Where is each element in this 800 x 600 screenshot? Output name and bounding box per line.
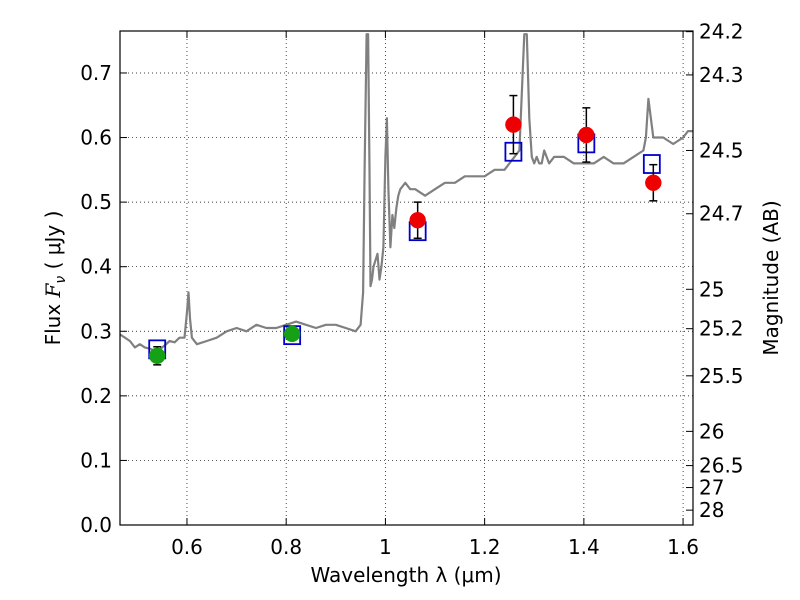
observed-flux-point [283, 325, 301, 343]
mag-tick-label: 24.5 [699, 138, 744, 162]
mag-tick-label: 24.7 [699, 202, 744, 226]
y-tick-label: 0.7 [80, 61, 112, 85]
mag-tick-label: 25.5 [699, 364, 744, 388]
y-axis-label: Flux Fν ( μJy ) [41, 211, 69, 346]
mag-tick-label: 25.2 [699, 317, 744, 341]
y-axis-label-prefix: Flux [41, 297, 65, 345]
mag-tick-label: 28 [699, 498, 724, 522]
y-tick-label: 0.1 [80, 448, 112, 472]
y-tick-label: 0.3 [80, 319, 112, 343]
x-tick-label: 0.6 [171, 535, 203, 559]
mag-tick-label: 24.2 [699, 20, 744, 44]
spectrum-line [120, 33, 693, 352]
y-tick-label: 0.6 [80, 126, 112, 150]
y2-axis-label: Magnitude (AB) [759, 200, 783, 355]
y-axis-label-suffix: ( μJy ) [41, 211, 65, 276]
grid-layer [120, 31, 693, 525]
mag-tick-label: 25 [699, 277, 724, 301]
y-tick-label: 0.4 [80, 255, 112, 279]
data-layer [120, 33, 693, 366]
model-flux-square [642, 154, 661, 174]
x-tick-label: 1.6 [667, 535, 699, 559]
observed-flux-point [148, 347, 166, 365]
mag-tick-label: 26 [699, 419, 724, 443]
x-tick-label: 1.2 [469, 535, 501, 559]
observed-flux-point [645, 174, 662, 192]
y-axis-label-symbol: F [41, 282, 65, 298]
mag-tick-label: 24.3 [699, 63, 744, 87]
x-tick-label: 1.4 [568, 535, 600, 559]
x-tick-label: 0.8 [270, 535, 302, 559]
observed-flux-point [578, 126, 595, 144]
observed-flux-point [409, 211, 426, 229]
x-axis-label: Wavelength λ (μm) [310, 563, 501, 587]
mag-tick-label: 27 [699, 476, 724, 500]
observed-flux-point [505, 116, 522, 133]
x-tick-label: 1 [379, 535, 392, 559]
y-tick-label: 0.2 [80, 384, 112, 408]
y-tick-label: 0.0 [80, 513, 112, 537]
plot-frame [119, 30, 694, 526]
y-tick-label: 0.5 [80, 190, 112, 214]
tick-layer: 0.6 0.8 1 1.2 1.4 1.6 0.0 0.1 0.2 0.3 0.4 0.5 0.6 0.7… [80, 20, 743, 559]
mag-tick-label: 26.5 [699, 454, 744, 478]
y-axis-label-subscript: ν [53, 276, 69, 284]
